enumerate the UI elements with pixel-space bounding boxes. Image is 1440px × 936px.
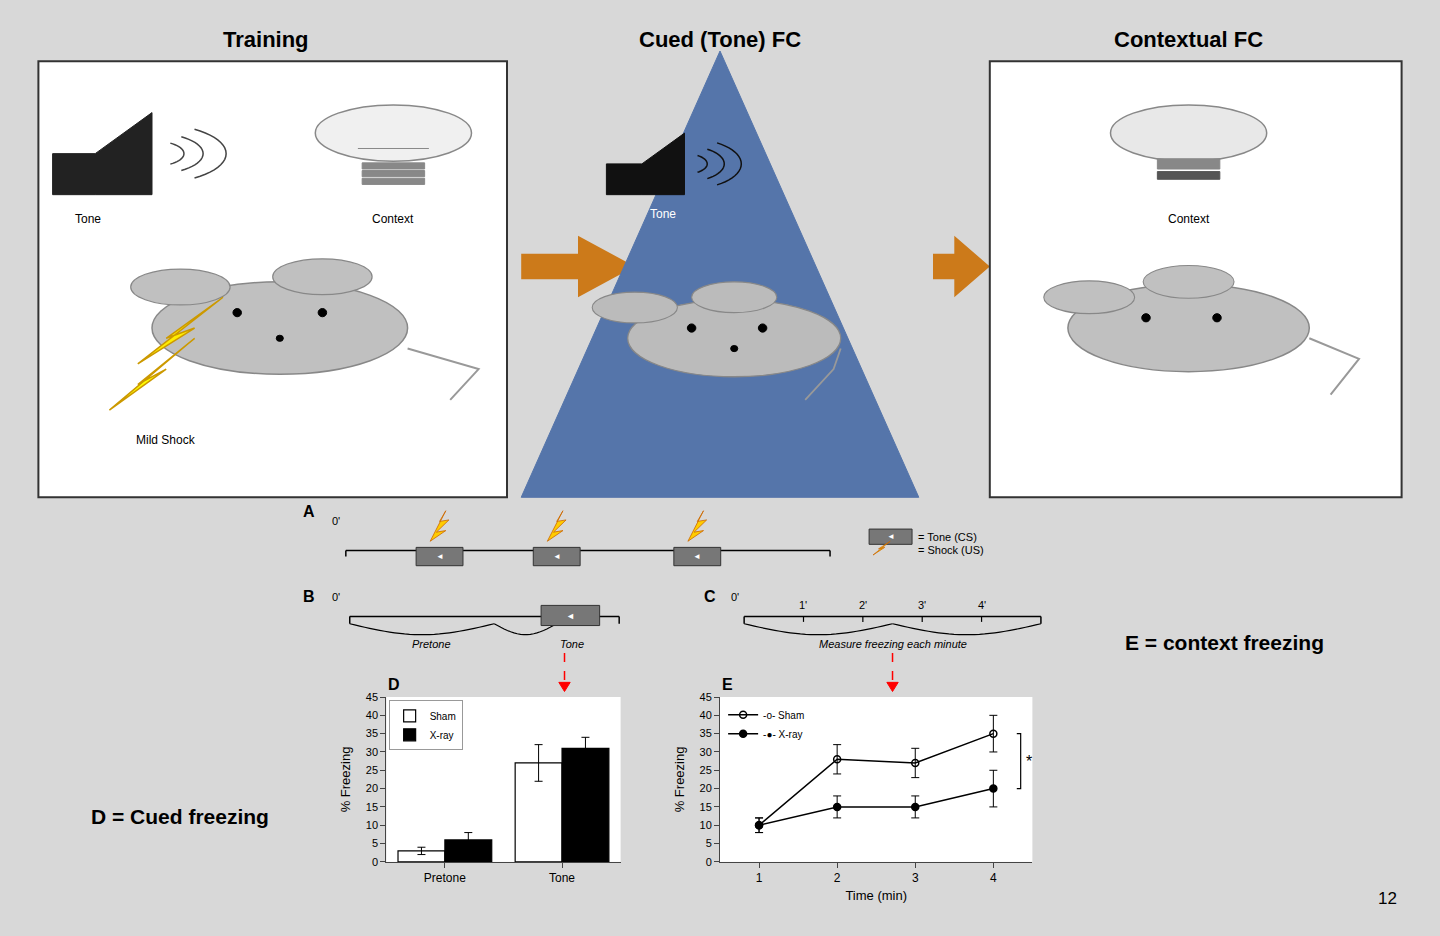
- svg-text:40: 40: [366, 709, 378, 721]
- svg-text:◄: ◄: [553, 552, 561, 561]
- svg-text:A: A: [303, 503, 315, 520]
- svg-text:0': 0': [731, 591, 739, 603]
- svg-text:1: 1: [756, 871, 763, 885]
- svg-text:Pretone: Pretone: [412, 638, 451, 650]
- svg-text:Contextual FC: Contextual FC: [1114, 27, 1263, 52]
- svg-text:10: 10: [700, 819, 712, 831]
- svg-text:40: 40: [700, 709, 712, 721]
- svg-text:E: E: [722, 676, 733, 693]
- svg-text:-o- Sham: -o- Sham: [763, 710, 804, 721]
- svg-text:Measure freezing each minute: Measure freezing each minute: [819, 638, 967, 650]
- svg-text:Tone: Tone: [560, 638, 584, 650]
- svg-text:25: 25: [700, 764, 712, 776]
- svg-text:15: 15: [366, 801, 378, 813]
- svg-text:◄: ◄: [887, 532, 895, 541]
- svg-text:30: 30: [700, 746, 712, 758]
- svg-text:1': 1': [799, 599, 807, 611]
- svg-text:5: 5: [372, 837, 378, 849]
- svg-text:0': 0': [332, 591, 340, 603]
- svg-text:2: 2: [834, 871, 841, 885]
- svg-text:30: 30: [366, 746, 378, 758]
- svg-text:X-ray: X-ray: [430, 730, 454, 741]
- svg-text:Context: Context: [1168, 212, 1210, 226]
- svg-text:10: 10: [366, 819, 378, 831]
- svg-text:% Freezing: % Freezing: [672, 747, 687, 813]
- svg-text:2': 2': [859, 599, 867, 611]
- svg-text:35: 35: [700, 727, 712, 739]
- svg-text:*: *: [1026, 753, 1032, 770]
- svg-text:Sham: Sham: [430, 711, 456, 722]
- svg-text:-●- X-ray: -●- X-ray: [763, 729, 802, 740]
- svg-text:45: 45: [366, 691, 378, 703]
- svg-text:0: 0: [706, 856, 712, 868]
- svg-text:D = Cued freezing: D = Cued freezing: [91, 805, 269, 828]
- svg-text:E = context freezing: E = context freezing: [1125, 631, 1324, 654]
- svg-text:3: 3: [912, 871, 919, 885]
- svg-text:% Freezing: % Freezing: [338, 747, 353, 813]
- svg-text:Mild Shock: Mild Shock: [136, 433, 196, 447]
- svg-text:Tone: Tone: [75, 212, 101, 226]
- svg-text:0': 0': [332, 515, 340, 527]
- svg-text:D: D: [388, 676, 400, 693]
- svg-text:4: 4: [990, 871, 997, 885]
- svg-text:= Tone (CS): = Tone (CS): [918, 531, 977, 543]
- svg-text:C: C: [704, 588, 716, 605]
- svg-text:◄: ◄: [566, 611, 575, 621]
- svg-text:0: 0: [372, 856, 378, 868]
- svg-text:Pretone: Pretone: [424, 871, 466, 885]
- svg-text:5: 5: [706, 837, 712, 849]
- svg-text:◄: ◄: [436, 552, 444, 561]
- svg-text:Tone: Tone: [650, 207, 676, 221]
- svg-text:20: 20: [700, 782, 712, 794]
- svg-text:12: 12: [1378, 889, 1397, 908]
- svg-text:= Shock (US): = Shock (US): [918, 544, 984, 556]
- svg-text:3': 3': [918, 599, 926, 611]
- svg-text:Context: Context: [372, 212, 414, 226]
- svg-text:35: 35: [366, 727, 378, 739]
- svg-text:Cued (Tone) FC: Cued (Tone) FC: [639, 27, 801, 52]
- svg-text:◄: ◄: [693, 552, 701, 561]
- svg-text:15: 15: [700, 801, 712, 813]
- svg-text:Training: Training: [223, 27, 309, 52]
- svg-text:Time (min): Time (min): [845, 888, 907, 903]
- svg-text:45: 45: [700, 691, 712, 703]
- svg-text:Tone: Tone: [549, 871, 575, 885]
- svg-text:4': 4': [978, 599, 986, 611]
- svg-text:B: B: [303, 588, 315, 605]
- svg-text:25: 25: [366, 764, 378, 776]
- svg-text:20: 20: [366, 782, 378, 794]
